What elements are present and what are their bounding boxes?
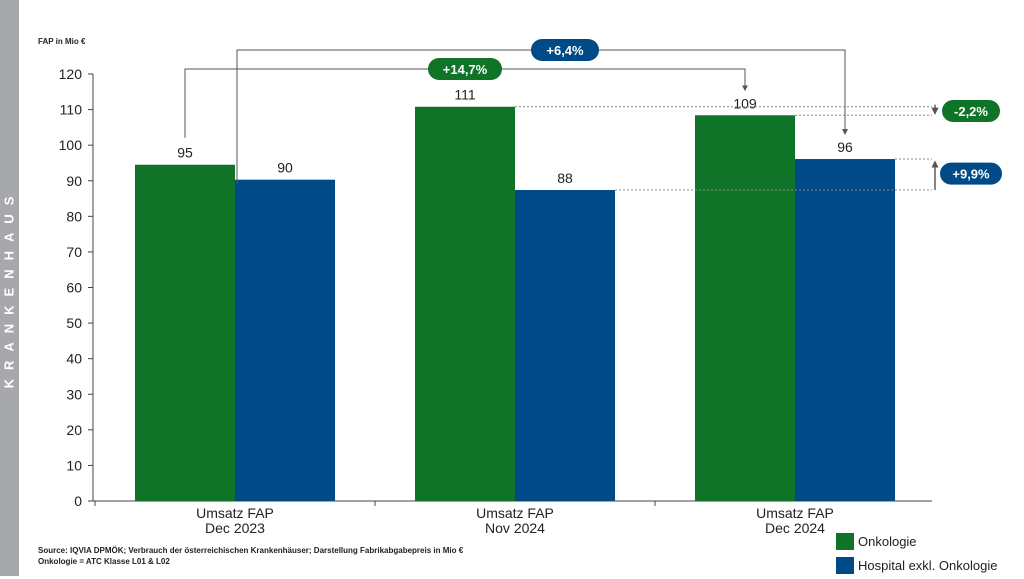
y-tick-label: 90 [66,173,82,189]
y-tick-label: 100 [59,137,83,153]
y-tick-label: 60 [66,280,82,296]
x-tick-label: Umsatz FAP Nov 2024 [476,505,554,536]
pill-onkologie-yoy: +14,7% [428,58,502,80]
bar-value-label: 88 [557,170,573,186]
y-tick-label: 40 [66,351,82,367]
y-tick-label: 0 [74,493,82,509]
x-tick-label: Umsatz FAP Dec 2023 [196,505,274,536]
pill-hospital-yoy: +6,4% [531,39,599,61]
y-tick-label: 10 [66,457,82,473]
y-tick-label: 70 [66,244,82,260]
sidebar: KRANKENHAUS [0,0,19,576]
y-tick-label: 80 [66,208,82,224]
pill-onkologie-yoy-label: +14,7% [443,62,488,77]
bar-value-label: 96 [837,139,853,155]
source-line: Source: IQVIA DPMÖK; Verbrauch der öster… [38,546,464,555]
annotations: +14,7% +6,4% -2,2% +9,9% [184,39,1002,191]
y-tick-label: 20 [66,422,82,438]
legend-item-onkologie: Onkologie [836,531,997,551]
x-tick-label: Umsatz FAP Dec 2024 [756,505,834,536]
pill-onkologie-mom-label: -2,2% [954,104,988,119]
y-axis-unit-label: FAP in Mio € [38,37,86,46]
bar-onkologie-1 [415,106,515,501]
bar-hospital-0 [235,179,335,501]
pill-onkologie-yoy-bg [428,58,502,80]
definition-line: Onkologie = ATC Klasse L01 & L02 [38,557,170,566]
bar-onkologie-2 [695,115,795,501]
y-tick-label: 50 [66,315,82,331]
bar-value-label: 109 [733,95,757,111]
legend-label-onkologie: Onkologie [858,533,917,549]
legend: Onkologie Hospital exkl. Onkologie [836,531,997,579]
bar-value-label: 111 [454,87,475,103]
bars: 95 111 109 90 88 96 [135,87,895,502]
bar-onkologie-0 [135,164,235,502]
y-tick-label: 30 [66,386,82,402]
legend-swatch-hospital [836,556,854,574]
bar-hospital-2 [795,159,895,501]
legend-swatch-onkologie [836,532,854,550]
pill-hospital-mom: +9,9% [940,162,1002,185]
source-footnote: Source: IQVIA DPMÖK; Verbrauch der öster… [38,545,463,567]
pill-hospital-yoy-label: +6,4% [546,43,584,58]
y-tick-label: 120 [59,66,83,82]
pill-hospital-mom-bg [940,162,1002,185]
bar-value-label: 95 [177,145,193,161]
pill-onkologie-mom: -2,2% [942,100,1000,123]
legend-label-hospital: Hospital exkl. Onkologie [858,557,998,573]
y-tick-label: 110 [60,102,83,118]
bar-value-label: 90 [277,160,293,176]
axes: 0 10 20 30 40 50 60 70 80 90 100 110 120 Umsatz FAP De… [59,66,932,536]
pill-hospital-mom-label: +9,9% [952,167,990,182]
bar-hospital-1 [515,190,615,502]
pill-onkologie-mom-bg [942,100,1000,123]
pill-hospital-yoy-bg [531,39,599,61]
legend-item-hospital: Hospital exkl. Onkologie [836,555,997,575]
